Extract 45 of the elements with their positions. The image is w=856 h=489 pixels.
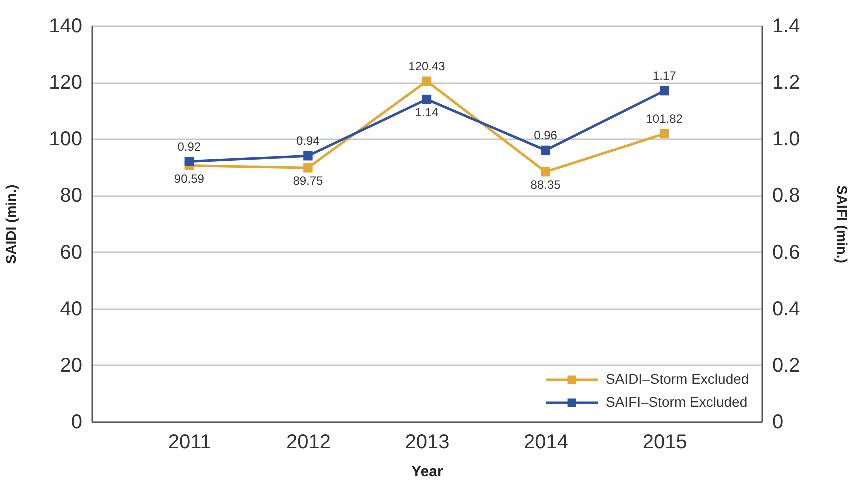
y2-axis-title: SAIFI (min.) xyxy=(834,186,850,264)
y-tick-label: 120 xyxy=(49,72,82,94)
data-label: 90.59 xyxy=(174,172,205,186)
legend-label: SAIFI–Storm Excluded xyxy=(606,394,748,410)
point xyxy=(541,146,550,156)
data-label: 1.17 xyxy=(652,69,677,84)
y-tick-label: 80 xyxy=(60,185,82,208)
data-label: 101.82 xyxy=(646,112,684,126)
point xyxy=(660,86,670,96)
y-tick-label: 100 xyxy=(49,128,82,151)
x-tick-label: 2014 xyxy=(524,432,569,454)
data-label: 88.35 xyxy=(530,178,562,192)
point xyxy=(422,94,432,104)
legend-label: SAIDI–Storm Excluded xyxy=(606,371,750,387)
data-label: 120.43 xyxy=(408,59,446,74)
y2-tick-label: 0.2 xyxy=(772,354,800,377)
y2-tick-label: 0.8 xyxy=(772,185,800,208)
point xyxy=(304,152,313,161)
y2-tick-label: 0.4 xyxy=(772,298,800,320)
point xyxy=(184,157,194,166)
y-tick-label: 0 xyxy=(71,412,82,434)
data-label: 0.92 xyxy=(178,140,202,154)
y-tick-label: 60 xyxy=(60,242,82,264)
y2-tick-label: 0.6 xyxy=(772,242,800,264)
data-label: 0.96 xyxy=(534,128,558,142)
y-tick-label: 20 xyxy=(60,354,82,377)
point xyxy=(541,167,550,177)
x-tick-label: 2012 xyxy=(286,432,331,454)
y2-tick-label: 0 xyxy=(772,412,784,434)
x-tick-label: 2013 xyxy=(405,432,450,454)
point xyxy=(304,164,313,173)
x-tick-label: 2011 xyxy=(168,432,212,454)
y2-tick-label: 1.2 xyxy=(772,72,800,94)
data-label: 1.14 xyxy=(415,106,439,120)
point xyxy=(422,76,432,86)
x-tick-label: 2015 xyxy=(642,432,688,454)
y2-tick-label: 1.0 xyxy=(772,128,800,151)
data-label: 89.75 xyxy=(293,174,324,188)
y-axis-title: SAIDI (min.) xyxy=(3,184,20,264)
y-tick-label: 140 xyxy=(49,16,82,38)
data-label: 0.94 xyxy=(296,134,320,148)
point xyxy=(660,129,670,139)
x-axis-title: Year xyxy=(412,464,444,480)
y-tick-label: 40 xyxy=(60,298,82,320)
y2-tick-label: 1.4 xyxy=(772,16,800,38)
